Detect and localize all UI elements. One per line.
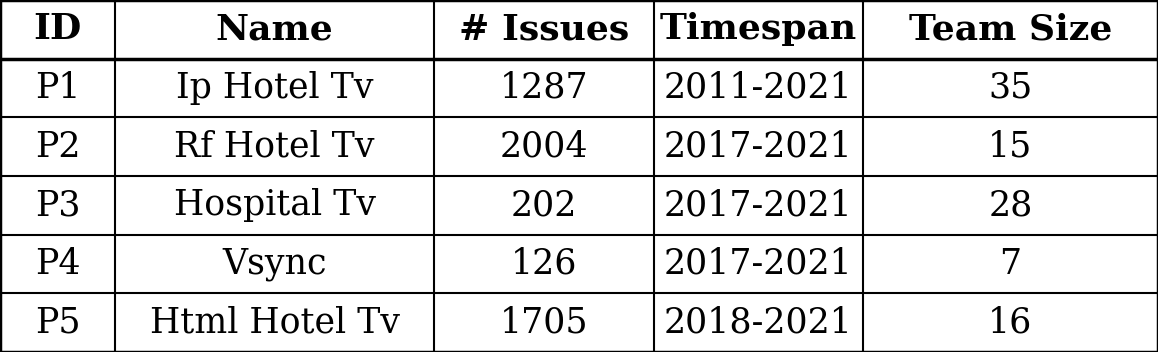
Text: 15: 15 (988, 130, 1033, 164)
Text: # Issues: # Issues (459, 12, 630, 46)
Text: P2: P2 (35, 130, 80, 164)
Text: Ip Hotel Tv: Ip Hotel Tv (176, 71, 374, 105)
Text: P1: P1 (35, 71, 80, 105)
Text: 2017-2021: 2017-2021 (665, 247, 852, 281)
Text: Vsync: Vsync (222, 247, 327, 281)
Text: Team Size: Team Size (909, 12, 1112, 46)
Text: 28: 28 (988, 188, 1033, 222)
Text: Rf Hotel Tv: Rf Hotel Tv (175, 130, 375, 164)
Text: Timespan: Timespan (660, 12, 857, 46)
Text: 202: 202 (511, 188, 578, 222)
Text: Html Hotel Tv: Html Hotel Tv (149, 306, 400, 340)
Text: Hospital Tv: Hospital Tv (174, 188, 375, 222)
Text: P3: P3 (35, 188, 80, 222)
Text: P4: P4 (35, 247, 80, 281)
Text: 16: 16 (988, 306, 1033, 340)
Text: 1287: 1287 (500, 71, 588, 105)
Text: 2017-2021: 2017-2021 (665, 130, 852, 164)
Text: 2017-2021: 2017-2021 (665, 188, 852, 222)
Text: 2011-2021: 2011-2021 (665, 71, 852, 105)
Text: 126: 126 (511, 247, 578, 281)
Text: 1705: 1705 (500, 306, 588, 340)
Text: ID: ID (34, 12, 82, 46)
Text: 2004: 2004 (500, 130, 588, 164)
Text: 35: 35 (988, 71, 1033, 105)
Text: Name: Name (215, 12, 334, 46)
Text: 2018-2021: 2018-2021 (664, 306, 853, 340)
Text: 7: 7 (999, 247, 1021, 281)
Text: P5: P5 (35, 306, 80, 340)
